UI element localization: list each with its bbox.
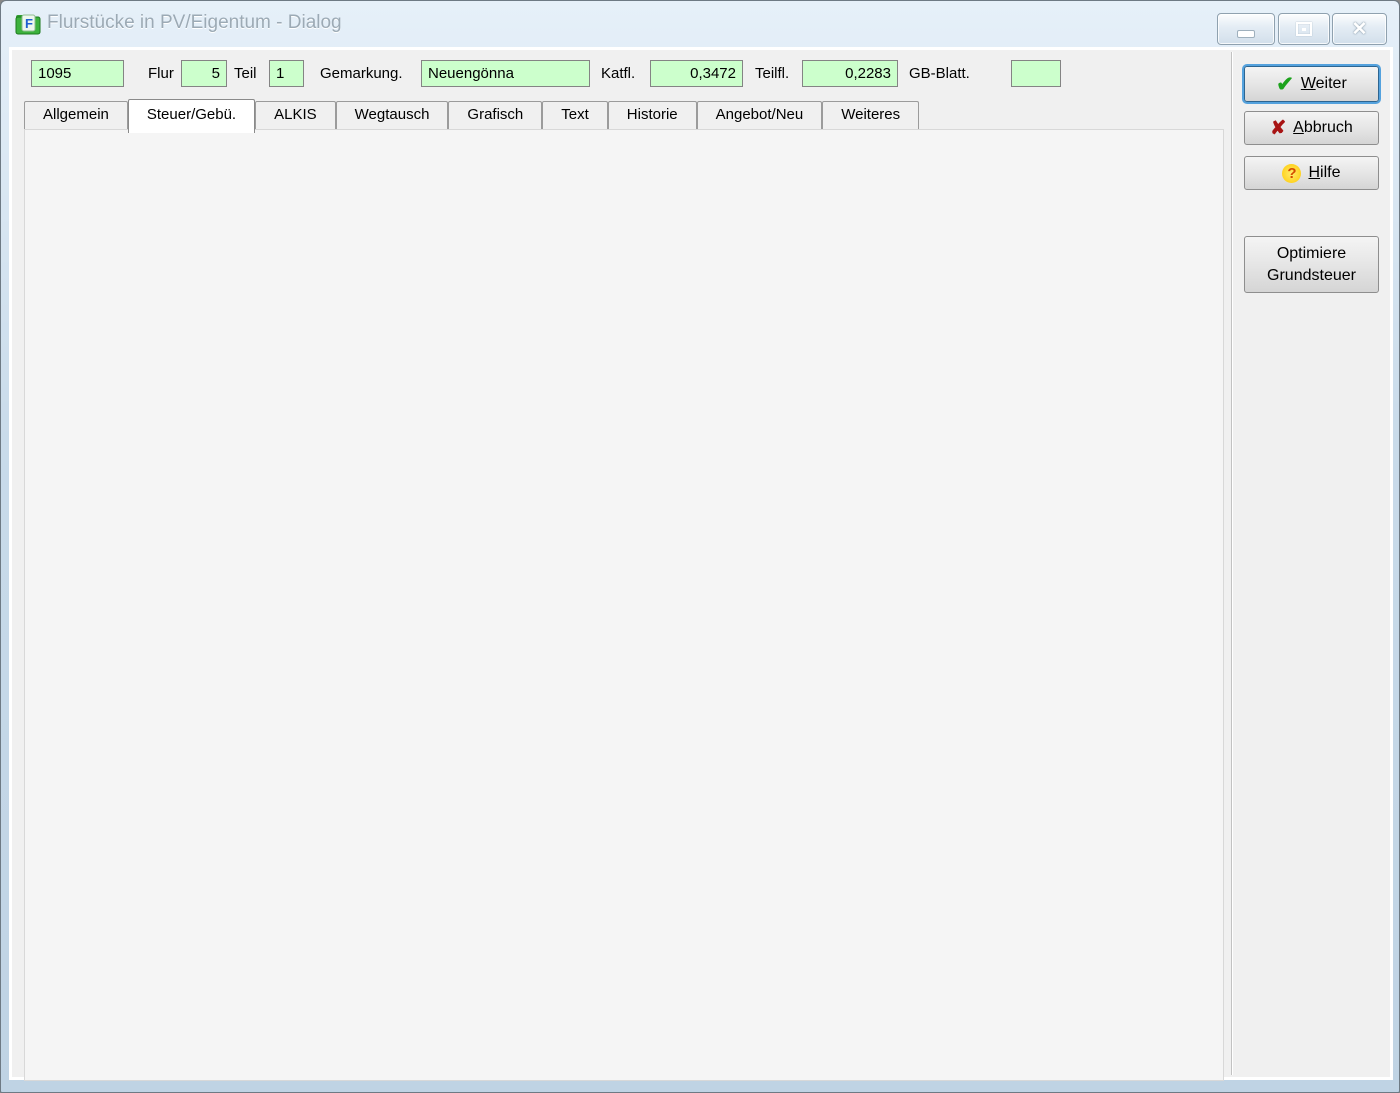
teilfl-label: Teilfl.: [755, 65, 790, 82]
teil-field[interactable]: [269, 60, 304, 87]
dialog-body: Flur Teil Gemarkung. Katfl. Teilfl. GB-B…: [12, 50, 1390, 1081]
tab-angebot-neu[interactable]: Angebot/Neu: [696, 101, 823, 132]
panel-divider: [1231, 52, 1233, 1075]
tab-alkis[interactable]: ALKIS: [255, 101, 336, 132]
teilfl-field[interactable]: [802, 60, 898, 87]
maximize-button[interactable]: [1278, 13, 1330, 45]
titlebar: F Flurstücke in PV/Eigentum - Dialog ✕: [1, 1, 1399, 47]
maximize-icon: [1296, 22, 1312, 36]
gb-blatt-label: GB-Blatt.: [909, 65, 970, 82]
close-icon: ✕: [1351, 18, 1368, 40]
gb-blatt-field[interactable]: [1011, 60, 1061, 87]
close-button[interactable]: ✕: [1332, 13, 1387, 45]
dialog-client: Flur Teil Gemarkung. Katfl. Teilfl. GB-B…: [9, 47, 1393, 1081]
gemarkung-field[interactable]: [421, 60, 590, 87]
katfl-label: Katfl.: [601, 65, 636, 82]
abbruch-button[interactable]: ✘ Abbruch: [1244, 111, 1379, 145]
optimiere-grundsteuer-button[interactable]: Optimiere Grundsteuer: [1244, 236, 1379, 293]
minimize-button[interactable]: [1217, 13, 1275, 45]
hilfe-button[interactable]: ? Hilfe: [1244, 156, 1379, 190]
tab-bar: Allgemein Steuer/Gebü. ALKIS Wegtausch G…: [24, 99, 920, 133]
minimize-icon: [1237, 30, 1255, 38]
app-icon: F: [15, 14, 41, 35]
tab-grafisch[interactable]: Grafisch: [448, 101, 543, 132]
tab-historie[interactable]: Historie: [607, 101, 697, 132]
svg-text:F: F: [25, 16, 33, 31]
flurstueck-number-field[interactable]: [31, 60, 124, 87]
tab-weiteres[interactable]: Weiteres: [822, 101, 920, 132]
help-icon: ?: [1282, 163, 1302, 183]
teil-label: Teil: [234, 65, 257, 82]
gemarkung-label: Gemarkung.: [320, 65, 403, 82]
tabpage-steuer: [24, 129, 1224, 1081]
weiter-button[interactable]: ✔ Weiter: [1244, 66, 1379, 102]
tab-steuer-gebue[interactable]: Steuer/Gebü.: [127, 99, 256, 133]
cross-icon: ✘: [1270, 117, 1287, 139]
katfl-field[interactable]: [650, 60, 743, 87]
tab-text[interactable]: Text: [542, 101, 608, 132]
flur-field[interactable]: [181, 60, 227, 87]
flur-label: Flur: [148, 65, 174, 82]
tab-allgemein[interactable]: Allgemein: [24, 101, 128, 132]
check-icon: ✔: [1276, 72, 1294, 96]
window-title: Flurstücke in PV/Eigentum - Dialog: [47, 12, 342, 33]
tab-wegtausch[interactable]: Wegtausch: [335, 101, 449, 132]
